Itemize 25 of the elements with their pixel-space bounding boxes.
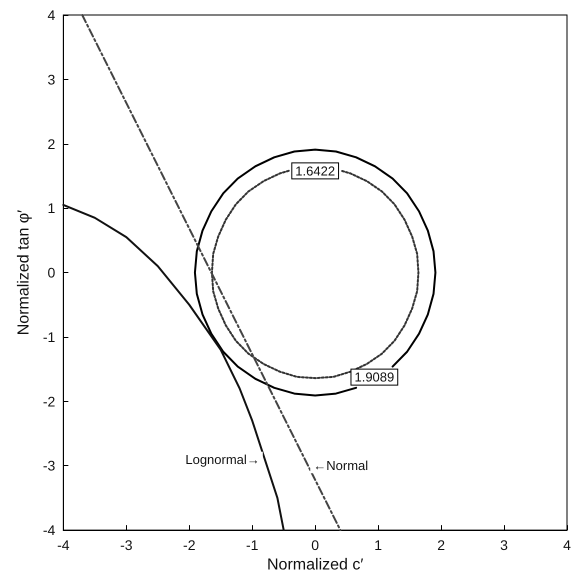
y-axis-title: Normalized tan φ′ [16, 210, 32, 336]
y-tick-label: 1 [48, 200, 56, 216]
y-tick-label: 0 [48, 264, 56, 281]
x-tick-label: 0 [311, 537, 320, 554]
x-tick-label: 3 [500, 537, 508, 554]
annotation: Lognormal→ [185, 452, 260, 467]
x-tick-label: -1 [246, 537, 259, 554]
line-series [194, 148, 436, 397]
y-tick-label: 2 [48, 136, 56, 152]
y-tick-label: -2 [42, 393, 56, 410]
annotation: 1.9089 [354, 370, 394, 385]
y-tick-label: -4 [42, 522, 56, 538]
x-tick-label: -2 [183, 537, 196, 554]
y-tick-label: 4 [48, 7, 56, 23]
line-series [62, 204, 285, 532]
x-tick-label: 1 [374, 537, 382, 554]
y-tick-label: 3 [48, 71, 56, 88]
x-axis-title: Normalized c′ [266, 556, 364, 574]
y-tick-label: -1 [42, 328, 56, 345]
annotation: ←Normal [313, 458, 368, 474]
x-tick-label: 4 [563, 537, 572, 554]
y-tick-label: -3 [42, 458, 56, 474]
x-tick-label: 2 [437, 537, 446, 554]
annotation: 1.6422 [295, 163, 336, 178]
x-tick-label: -3 [120, 537, 133, 554]
